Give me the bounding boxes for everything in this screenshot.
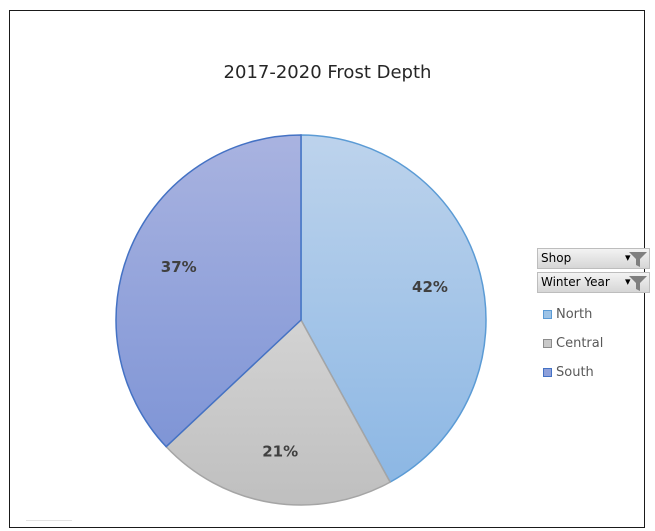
filter-label: Winter Year — [541, 275, 610, 289]
data-label-central: 21% — [262, 443, 298, 461]
chart-title: 2017-2020 Frost Depth — [223, 62, 432, 83]
pie-slice-central[interactable] — [165, 318, 392, 506]
legend: North Central South — [543, 300, 603, 387]
legend-swatch — [543, 310, 552, 319]
funnel-icon — [629, 276, 647, 291]
filter-label: Shop — [541, 251, 572, 265]
pie-slice-south[interactable] — [115, 134, 302, 448]
legend-item-south[interactable]: South — [543, 358, 603, 387]
legend-item-central[interactable]: Central — [543, 329, 603, 358]
dropdown-caret-icon: ▾ — [625, 275, 631, 288]
filter-button-shop[interactable]: Shop ▾ — [537, 248, 650, 269]
pie-slice-north[interactable] — [300, 134, 487, 484]
pivot-filter-buttons: Shop ▾ Winter Year ▾ — [537, 248, 652, 296]
data-label-south: 37% — [161, 258, 197, 276]
funnel-icon — [629, 252, 647, 267]
data-label-north: 42% — [412, 278, 448, 296]
legend-item-north[interactable]: North — [543, 300, 603, 329]
dropdown-caret-icon: ▾ — [625, 251, 631, 264]
legend-label: North — [556, 307, 593, 322]
corner-mark — [26, 520, 72, 521]
legend-swatch — [543, 368, 552, 377]
legend-label: South — [556, 365, 594, 380]
filter-button-winter-year[interactable]: Winter Year ▾ — [537, 272, 650, 293]
legend-swatch — [543, 339, 552, 348]
legend-label: Central — [556, 336, 604, 351]
